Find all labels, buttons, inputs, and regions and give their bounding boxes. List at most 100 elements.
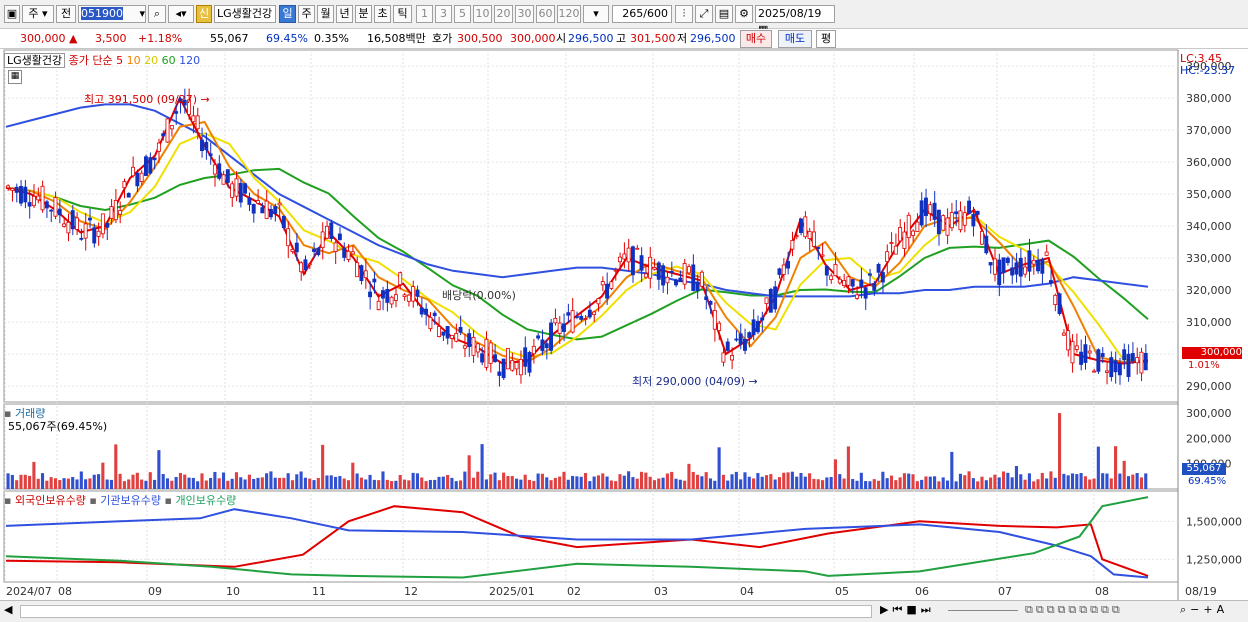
candle-body [182, 99, 187, 106]
period-month-tab[interactable]: 월 [317, 5, 334, 23]
zoom-icons[interactable]: ⌕−+A [1180, 603, 1229, 616]
candle-body [618, 256, 622, 263]
candle-body [630, 246, 635, 276]
volume-bar [463, 471, 467, 489]
x-tick-label: 02 [567, 585, 581, 598]
bar-count-field[interactable]: 265/600 [612, 5, 672, 23]
volume-bar [476, 471, 480, 489]
interval-120[interactable]: 120 [557, 5, 581, 23]
period-second-tab[interactable]: 초 [374, 5, 391, 23]
candle-body [1066, 330, 1071, 351]
gear-icon[interactable]: ⚙ [735, 5, 753, 23]
zoom-slider[interactable] [948, 610, 1018, 611]
volume-bar [993, 474, 997, 489]
volume-title-text: 거래량 [14, 407, 46, 420]
scroll-left-icon[interactable]: ◀ [4, 603, 13, 616]
volume-bar [96, 474, 101, 489]
high-annotation-text: 최고 391,500 (09/27) [84, 93, 198, 106]
candle-body [462, 345, 467, 349]
candle-body [768, 288, 773, 313]
chart-menu-icon[interactable]: ▣ [4, 5, 20, 23]
save-icon[interactable]: ▤ [715, 5, 733, 23]
candle-body [824, 266, 829, 276]
volume-bar [458, 480, 463, 489]
interval-30[interactable]: 30 [515, 5, 534, 23]
period-year-tab[interactable]: 년 [336, 5, 353, 23]
candle-body [428, 317, 433, 330]
candle-body [1061, 332, 1066, 336]
market-label: 주 [28, 7, 39, 20]
candle-body [92, 227, 97, 244]
table-icon[interactable]: ▦ [8, 70, 22, 84]
volume-bar [1105, 473, 1109, 489]
interval-60[interactable]: 60 [536, 5, 555, 23]
search-icon[interactable]: ⌕ [148, 5, 166, 23]
candle-body [10, 188, 15, 191]
eval-button[interactable]: 평 [816, 30, 836, 48]
candle-body [609, 281, 614, 289]
legend-foreign: 외국인보유수량 [14, 494, 86, 507]
interval-dropdown[interactable]: ▾ [583, 5, 609, 23]
interval-1[interactable]: 1 [416, 5, 433, 23]
volume-bar [10, 474, 14, 489]
volume-bar [390, 481, 394, 489]
x-tick-label: 04 [740, 585, 754, 598]
candle-body [152, 157, 157, 161]
interval-20[interactable]: 20 [494, 5, 513, 23]
legend-ma10: 10 [126, 54, 141, 67]
volume-bar [88, 478, 92, 489]
volume-bar [28, 475, 32, 489]
candle-body [53, 197, 58, 217]
bottom-scrollbar[interactable]: ◀ ▶⏮■⏭ ⧉⧉⧉⧉⧉⧉⧉⧉⧉ ⌕−+A [0, 600, 1248, 622]
volume-bar [945, 480, 950, 489]
volume-bar [1070, 473, 1075, 489]
volume-bar [1006, 472, 1010, 489]
candle-body [751, 319, 756, 336]
volume-bar [1036, 479, 1040, 489]
period-minute-tab[interactable]: 분 [355, 5, 372, 23]
candle-body [760, 317, 765, 321]
price-tick-label: 370,000 [1186, 124, 1232, 137]
period-tick-tab[interactable]: 틱 [393, 5, 412, 23]
candle-body [126, 192, 131, 198]
candle-type-icon[interactable]: ⫶ [675, 5, 693, 23]
volume-bar [6, 473, 10, 489]
market-select[interactable]: 주 ▾ [22, 5, 54, 23]
interval-3[interactable]: 3 [435, 5, 452, 23]
candle-body [579, 315, 584, 320]
period-week-tab[interactable]: 주 [298, 5, 315, 23]
tool-icons[interactable]: ⧉⧉⧉⧉⧉⧉⧉⧉⧉ [1025, 603, 1123, 616]
candle-body [893, 245, 898, 255]
buy-button[interactable]: 매수 [740, 30, 772, 48]
volume-bar [234, 472, 239, 489]
candle-body [592, 311, 597, 315]
volume-bar [872, 479, 876, 489]
volume-bar [1139, 477, 1143, 489]
candle-body [984, 235, 989, 254]
candle-body [924, 197, 928, 217]
volume-bar [1027, 473, 1031, 489]
playback-controls-icon[interactable]: ▶⏮■⏭ [880, 603, 935, 616]
volume-bar [1096, 446, 1100, 489]
interval-10[interactable]: 10 [473, 5, 492, 23]
candle-body [480, 353, 485, 363]
candle-body [441, 331, 446, 336]
interval-5[interactable]: 5 [454, 5, 471, 23]
scroll-track[interactable] [20, 605, 872, 618]
candle-body [536, 335, 541, 339]
candle-body [230, 183, 235, 198]
period-day-tab[interactable]: 일 [279, 5, 296, 23]
stock-code-input[interactable]: 051900 ▾ [78, 5, 146, 23]
volume-bar [1122, 460, 1126, 489]
legend-stock-name[interactable]: LG생활건강 [4, 53, 66, 68]
candle-body [260, 207, 265, 214]
prev-button[interactable]: 전 [56, 5, 76, 23]
foreign-holding-line [5, 505, 1149, 577]
candle-body [794, 235, 799, 238]
draw-tool-icon[interactable]: ⤢ [695, 5, 713, 23]
speaker-icon[interactable]: ◂▾ [168, 5, 194, 23]
volume-bar [66, 478, 70, 489]
volume-bar [53, 478, 58, 489]
volume-bar [980, 476, 984, 489]
sell-button[interactable]: 매도 [778, 30, 812, 48]
